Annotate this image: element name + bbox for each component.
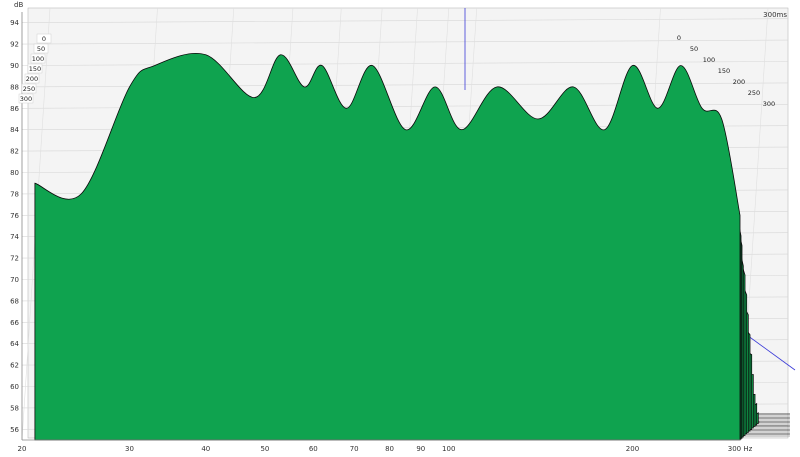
x-tick-label: 20	[18, 445, 27, 453]
z-tick-box	[21, 83, 37, 94]
z-tick-box	[30, 53, 46, 64]
z-tick-label: 250	[23, 85, 35, 93]
y-tick-label: 86	[10, 105, 19, 113]
z-tick-label: 300	[763, 100, 775, 108]
y-tick-label: 92	[10, 41, 19, 49]
z-tick-label: 0	[42, 35, 46, 43]
z-tick-box	[27, 63, 43, 74]
y-gridline	[21, 61, 789, 66]
y-tick-label: 68	[10, 297, 19, 305]
z-tick-box	[36, 33, 52, 44]
z-tick-label: 150	[29, 65, 41, 73]
z-tick-box	[24, 73, 40, 84]
y-tick-label: 94	[10, 19, 19, 27]
z-tick-label: 100	[32, 55, 44, 63]
y-tick-label: 88	[10, 83, 19, 91]
y-tick-label: 74	[10, 233, 19, 241]
y-tick-label: 80	[10, 169, 19, 177]
x-tick-label: 90	[416, 445, 425, 453]
x-tick-label: 200	[626, 445, 639, 453]
x-tick-label: 40	[201, 445, 210, 453]
z-tick-box	[18, 93, 34, 104]
y-tick-label: 78	[10, 190, 19, 198]
z-tick-label: 0	[677, 34, 681, 42]
y-tick-label: 90	[10, 62, 19, 70]
x-tick-label: 300 Hz	[728, 445, 753, 453]
y-tick-label: 64	[10, 340, 19, 348]
x-tick-label: 60	[309, 445, 318, 453]
y-tick-label: 62	[10, 362, 19, 370]
z-tick-label: 100	[703, 56, 715, 64]
y-gridline	[21, 39, 789, 45]
z-tick-label: 300	[20, 95, 32, 103]
y-tick-label: 84	[10, 126, 19, 134]
z-axis-max-label: 300ms	[763, 11, 787, 19]
y-tick-label: 58	[10, 404, 19, 412]
y-tick-label: 60	[10, 383, 19, 391]
y-tick-label: 76	[10, 212, 19, 220]
x-tick-label: 30	[125, 445, 134, 453]
axes: 56 58 60 62 64 66 68 70 72 74 76 78 80 82 84 86 88 90 92 94…	[10, 12, 775, 453]
y-tick-label: 70	[10, 276, 19, 284]
y-tick-label: 82	[10, 148, 19, 156]
z-tick-box	[33, 43, 49, 54]
z-tick-label: 200	[26, 75, 38, 83]
y-tick-label: 56	[10, 426, 19, 434]
y-axis-unit-label: dB	[14, 1, 23, 9]
x-tick-label: 80	[385, 445, 394, 453]
decay-slices	[34, 53, 760, 441]
x-tick-label: 100	[442, 445, 455, 453]
x-tick-label: 70	[350, 445, 359, 453]
x-tick-label: 50	[260, 445, 269, 453]
z-tick-label: 200	[733, 78, 745, 86]
z-tick-label: 250	[748, 89, 760, 97]
y-tick-label: 66	[10, 319, 19, 327]
decay-slice	[34, 53, 741, 441]
y-tick-label: 72	[10, 255, 19, 263]
y-gridline	[21, 18, 789, 23]
z-tick-label: 50	[37, 45, 45, 53]
z-tick-label: 50	[690, 45, 698, 53]
z-tick-label: 150	[718, 67, 730, 75]
